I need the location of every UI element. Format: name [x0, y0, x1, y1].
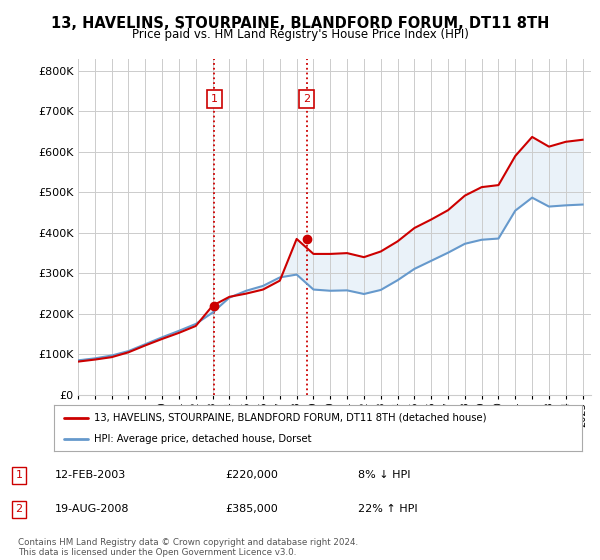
- Text: £385,000: £385,000: [225, 504, 278, 514]
- Text: 2: 2: [303, 94, 310, 104]
- Text: 2: 2: [16, 504, 22, 514]
- Text: 1: 1: [211, 94, 218, 104]
- Text: Contains HM Land Registry data © Crown copyright and database right 2024.
This d: Contains HM Land Registry data © Crown c…: [18, 538, 358, 557]
- Text: 12-FEB-2003: 12-FEB-2003: [55, 470, 127, 480]
- Text: 13, HAVELINS, STOURPAINE, BLANDFORD FORUM, DT11 8TH (detached house): 13, HAVELINS, STOURPAINE, BLANDFORD FORU…: [94, 413, 486, 423]
- Text: 13, HAVELINS, STOURPAINE, BLANDFORD FORUM, DT11 8TH: 13, HAVELINS, STOURPAINE, BLANDFORD FORU…: [51, 16, 549, 31]
- Text: 19-AUG-2008: 19-AUG-2008: [55, 504, 130, 514]
- Text: £220,000: £220,000: [225, 470, 278, 480]
- Text: Price paid vs. HM Land Registry's House Price Index (HPI): Price paid vs. HM Land Registry's House …: [131, 28, 469, 41]
- Text: 1: 1: [16, 470, 22, 480]
- Text: 22% ↑ HPI: 22% ↑ HPI: [358, 504, 417, 514]
- Text: HPI: Average price, detached house, Dorset: HPI: Average price, detached house, Dors…: [94, 435, 311, 444]
- Text: 8% ↓ HPI: 8% ↓ HPI: [358, 470, 410, 480]
